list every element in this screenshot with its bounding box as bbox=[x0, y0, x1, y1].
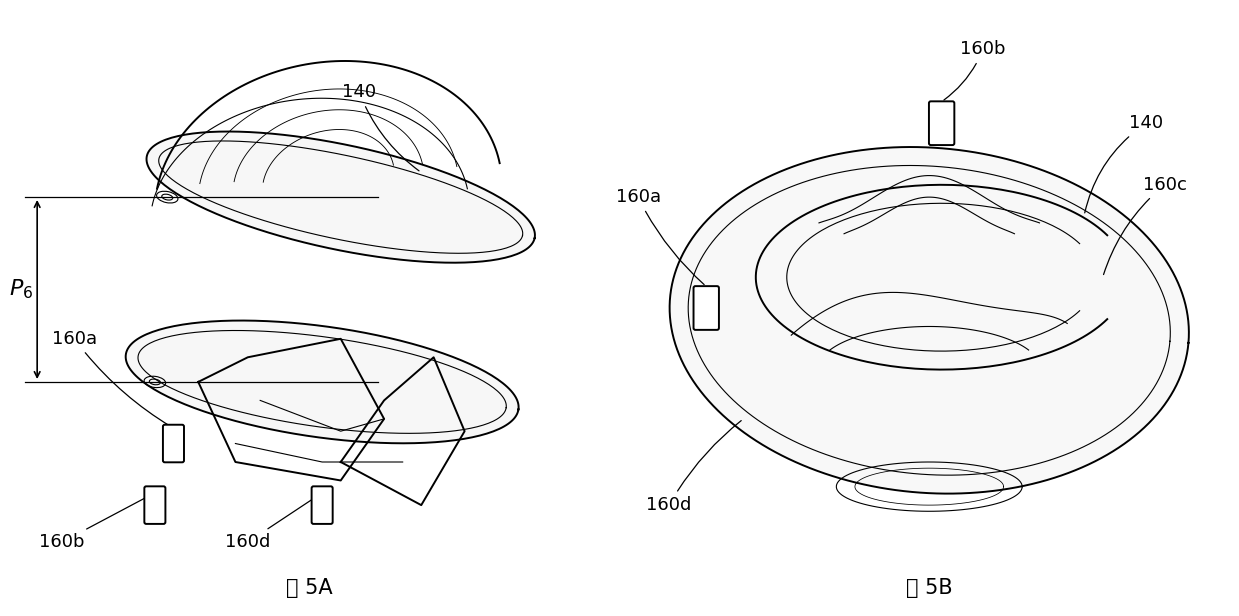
Text: 图 5B: 图 5B bbox=[906, 578, 953, 598]
FancyBboxPatch shape bbox=[312, 487, 332, 524]
Polygon shape bbox=[669, 147, 1189, 493]
FancyBboxPatch shape bbox=[929, 101, 954, 145]
Text: 图 5A: 图 5A bbox=[286, 578, 333, 598]
Text: 160b: 160b bbox=[944, 40, 1006, 100]
Text: 160b: 160b bbox=[40, 494, 152, 551]
Text: 160a: 160a bbox=[616, 188, 704, 285]
Text: 160c: 160c bbox=[1104, 176, 1187, 275]
FancyBboxPatch shape bbox=[164, 425, 183, 462]
Polygon shape bbox=[125, 320, 519, 444]
Text: 140: 140 bbox=[342, 83, 419, 171]
Text: 160d: 160d bbox=[647, 421, 741, 514]
Text: 160d: 160d bbox=[225, 494, 320, 551]
Text: $P_6$: $P_6$ bbox=[10, 278, 33, 301]
FancyBboxPatch shape bbox=[694, 286, 719, 330]
FancyBboxPatch shape bbox=[144, 487, 165, 524]
Text: 140: 140 bbox=[1084, 114, 1163, 213]
Text: 160a: 160a bbox=[52, 330, 171, 427]
Polygon shape bbox=[146, 132, 535, 262]
